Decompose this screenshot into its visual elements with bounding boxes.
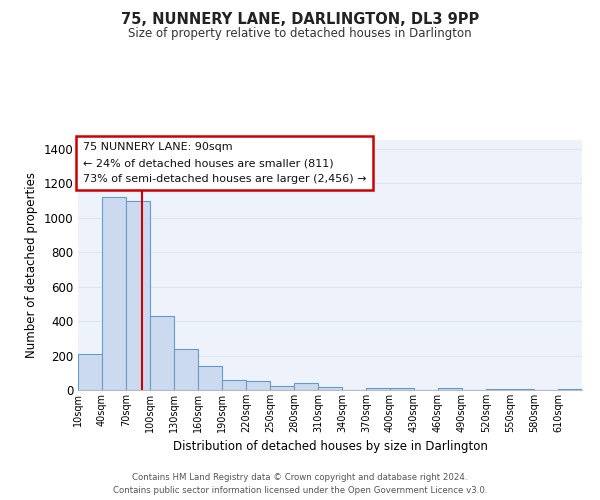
Bar: [558, 389, 582, 390]
Bar: [222, 380, 246, 390]
Bar: [126, 201, 150, 390]
Bar: [246, 382, 270, 390]
Text: 75, NUNNERY LANE, DARLINGTON, DL3 9PP: 75, NUNNERY LANE, DARLINGTON, DL3 9PP: [121, 12, 479, 28]
Bar: [318, 386, 342, 390]
Bar: [366, 388, 390, 390]
Y-axis label: Number of detached properties: Number of detached properties: [25, 172, 38, 358]
Bar: [486, 389, 510, 390]
Bar: [294, 383, 318, 390]
Bar: [78, 354, 102, 390]
Bar: [102, 197, 126, 390]
Bar: [510, 389, 534, 390]
X-axis label: Distribution of detached houses by size in Darlington: Distribution of detached houses by size …: [173, 440, 487, 454]
Bar: [198, 366, 222, 390]
Bar: [150, 316, 174, 390]
Bar: [270, 386, 294, 390]
Text: Contains HM Land Registry data © Crown copyright and database right 2024.
Contai: Contains HM Land Registry data © Crown c…: [113, 474, 487, 495]
Bar: [438, 388, 462, 390]
Bar: [174, 348, 198, 390]
Text: 75 NUNNERY LANE: 90sqm
← 24% of detached houses are smaller (811)
73% of semi-de: 75 NUNNERY LANE: 90sqm ← 24% of detached…: [83, 142, 367, 184]
Bar: [390, 388, 414, 390]
Text: Size of property relative to detached houses in Darlington: Size of property relative to detached ho…: [128, 28, 472, 40]
